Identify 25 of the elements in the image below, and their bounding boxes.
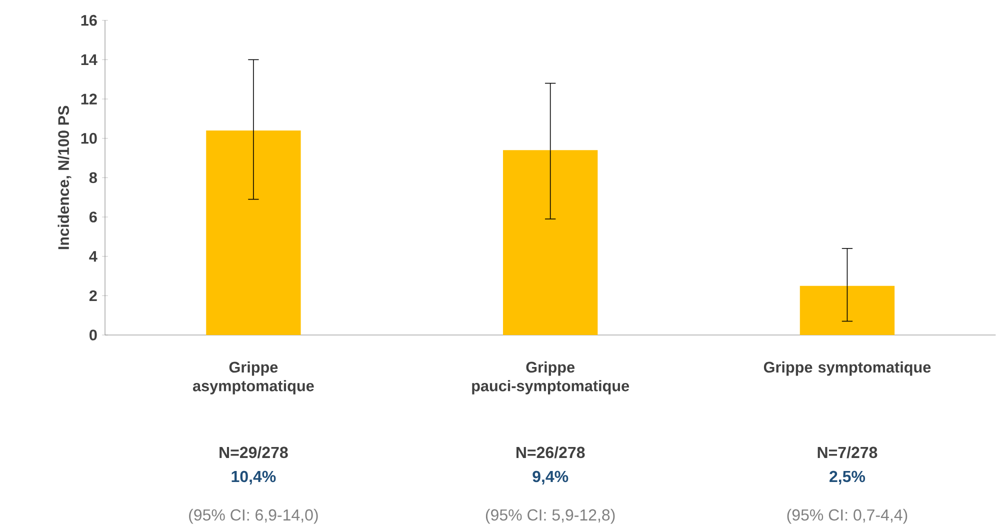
y-tick-label: 14 — [81, 54, 98, 65]
text: N=29/278 — [220, 446, 288, 458]
y-tick-label: 12 — [81, 94, 97, 104]
y-tick-label: 8 — [89, 172, 97, 184]
x-tick-label: Grippe symptomatique — [764, 361, 931, 376]
bar — [503, 150, 598, 335]
x-tick-label: Grippe pauci-symptomatique — [472, 361, 630, 394]
text: N=26/278 — [516, 446, 585, 458]
y-tick-label: 4 — [89, 251, 98, 262]
y-tick-label: 16 — [81, 14, 97, 26]
y-tick-label: 0 — [90, 330, 97, 340]
y-axis-title: Incidence, N/100 PS — [58, 106, 72, 250]
text: (95% CI: 6,9-14,0) — [189, 508, 318, 524]
x-tick-label: Grippe asymptomatique — [192, 361, 314, 394]
text: (95% CI: 5,9-12,8) — [486, 508, 615, 524]
bar — [800, 286, 895, 335]
text: 10,4% — [232, 470, 276, 484]
y-tick-label: 2 — [89, 290, 97, 302]
y-tick-label: 10 — [81, 132, 97, 144]
text: (95% CI: 0,7-4,4) — [787, 508, 908, 524]
y-tick-label: 6 — [89, 212, 97, 222]
text: 9,4% — [532, 470, 568, 484]
text: 2,5% — [830, 470, 866, 484]
bar — [206, 130, 301, 335]
text: N=7/278 — [818, 446, 878, 458]
